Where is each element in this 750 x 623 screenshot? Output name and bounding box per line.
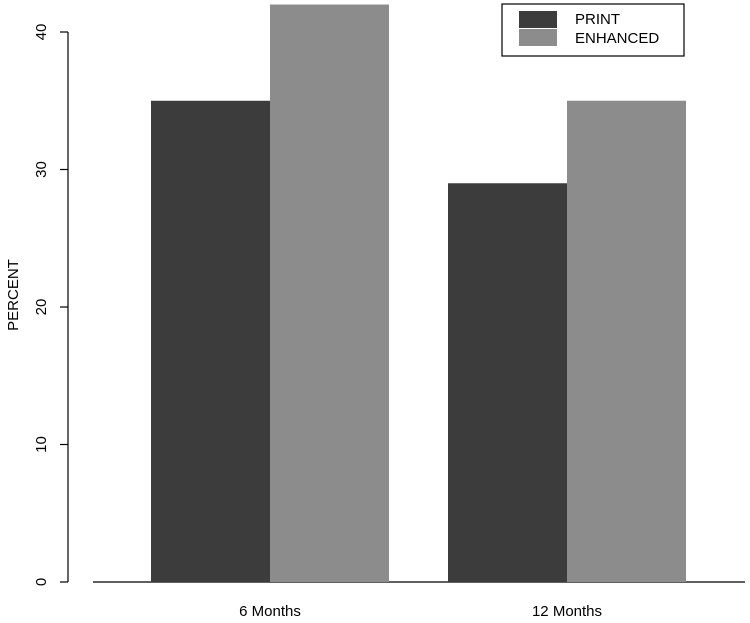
category-labels: 6 Months 12 Months [239, 603, 602, 620]
bar-enhanced-1 [567, 100, 686, 582]
bars [151, 4, 686, 582]
x-category-label: 12 Months [532, 603, 602, 620]
y-axis: 0 10 20 30 40 [33, 24, 69, 586]
legend: PRINT ENHANCED [501, 3, 685, 57]
bar-print-0 [151, 100, 270, 582]
bar-print-1 [448, 183, 567, 582]
legend-label-print: PRINT [575, 11, 620, 28]
y-tick-label: 0 [33, 578, 50, 586]
legend-label-enhanced: ENHANCED [575, 30, 659, 47]
y-axis-label: PERCENT [5, 259, 22, 331]
y-tick-label: 40 [33, 24, 50, 41]
legend-swatch-enhanced [519, 29, 557, 46]
y-tick-label: 30 [33, 161, 50, 178]
y-tick-label: 20 [33, 299, 50, 316]
x-category-label: 6 Months [239, 603, 301, 620]
y-tick-label: 10 [33, 436, 50, 453]
legend-box [501, 3, 685, 57]
bar-enhanced-0 [270, 4, 389, 582]
legend-swatch-print [519, 11, 557, 28]
